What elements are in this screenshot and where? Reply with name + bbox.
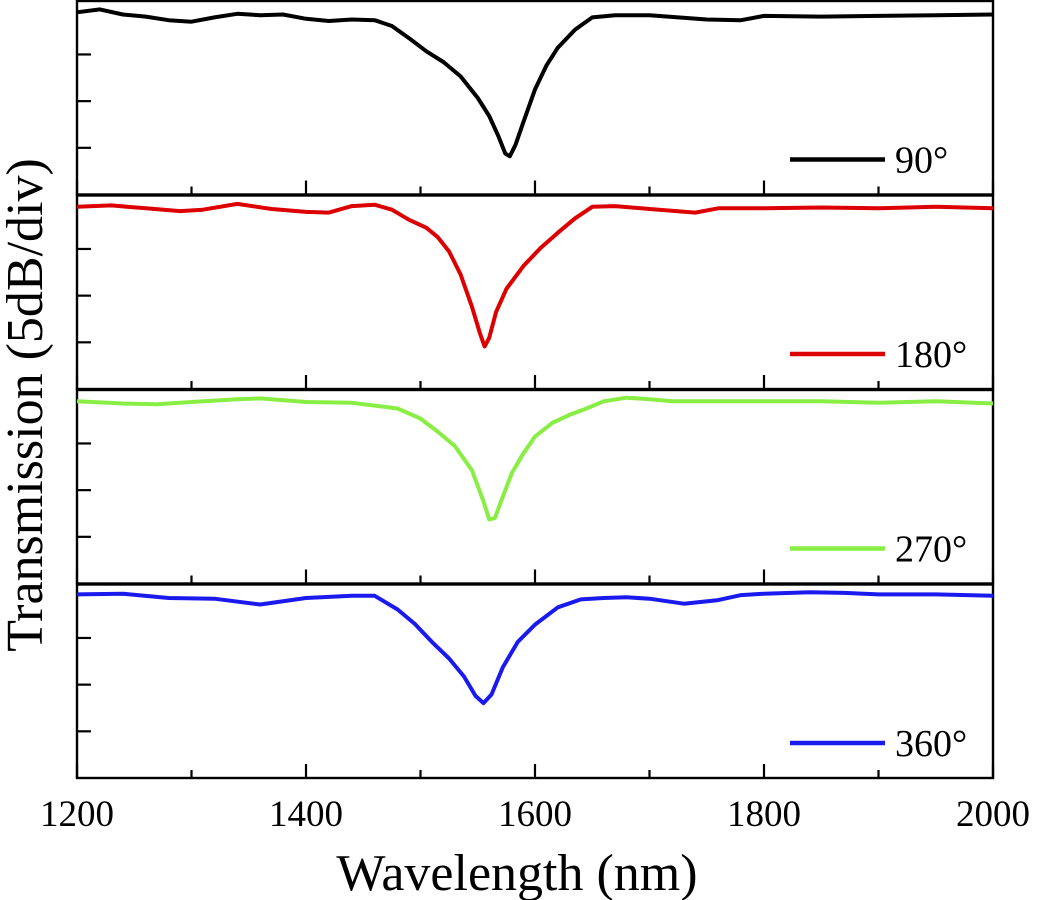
- y-axis-title: Transmission (5dB/div): [0, 158, 54, 652]
- x-tick-label: 1800: [727, 794, 801, 835]
- x-tick-label: 1600: [498, 794, 572, 835]
- x-tick-label: 1200: [40, 794, 114, 835]
- panel-frame: [75, 194, 995, 391]
- x-axis-title: Wavelength (nm): [336, 845, 697, 900]
- x-tick-label: 2000: [956, 794, 1030, 835]
- series-line-2: [76, 395, 994, 522]
- legend-label: 90°: [895, 139, 948, 181]
- legend-label: 180°: [895, 334, 967, 376]
- x-axis-ticks: 1200 1400 1600 1800 2000: [40, 180, 1030, 835]
- series-line-3: [76, 590, 994, 706]
- panel-frame: [75, 583, 995, 780]
- panel-frame: [75, 388, 995, 585]
- legends: 90° 180° 270° 360°: [790, 139, 967, 765]
- series-curves: [76, 7, 994, 706]
- legend-label: 360°: [895, 723, 967, 765]
- series-line-0: [76, 7, 994, 159]
- panel-frame: [75, 0, 995, 196]
- series-line-1: [76, 201, 994, 349]
- legend-label: 270°: [895, 528, 967, 570]
- x-tick-label: 1400: [269, 794, 343, 835]
- panel-frames: [75, 0, 995, 780]
